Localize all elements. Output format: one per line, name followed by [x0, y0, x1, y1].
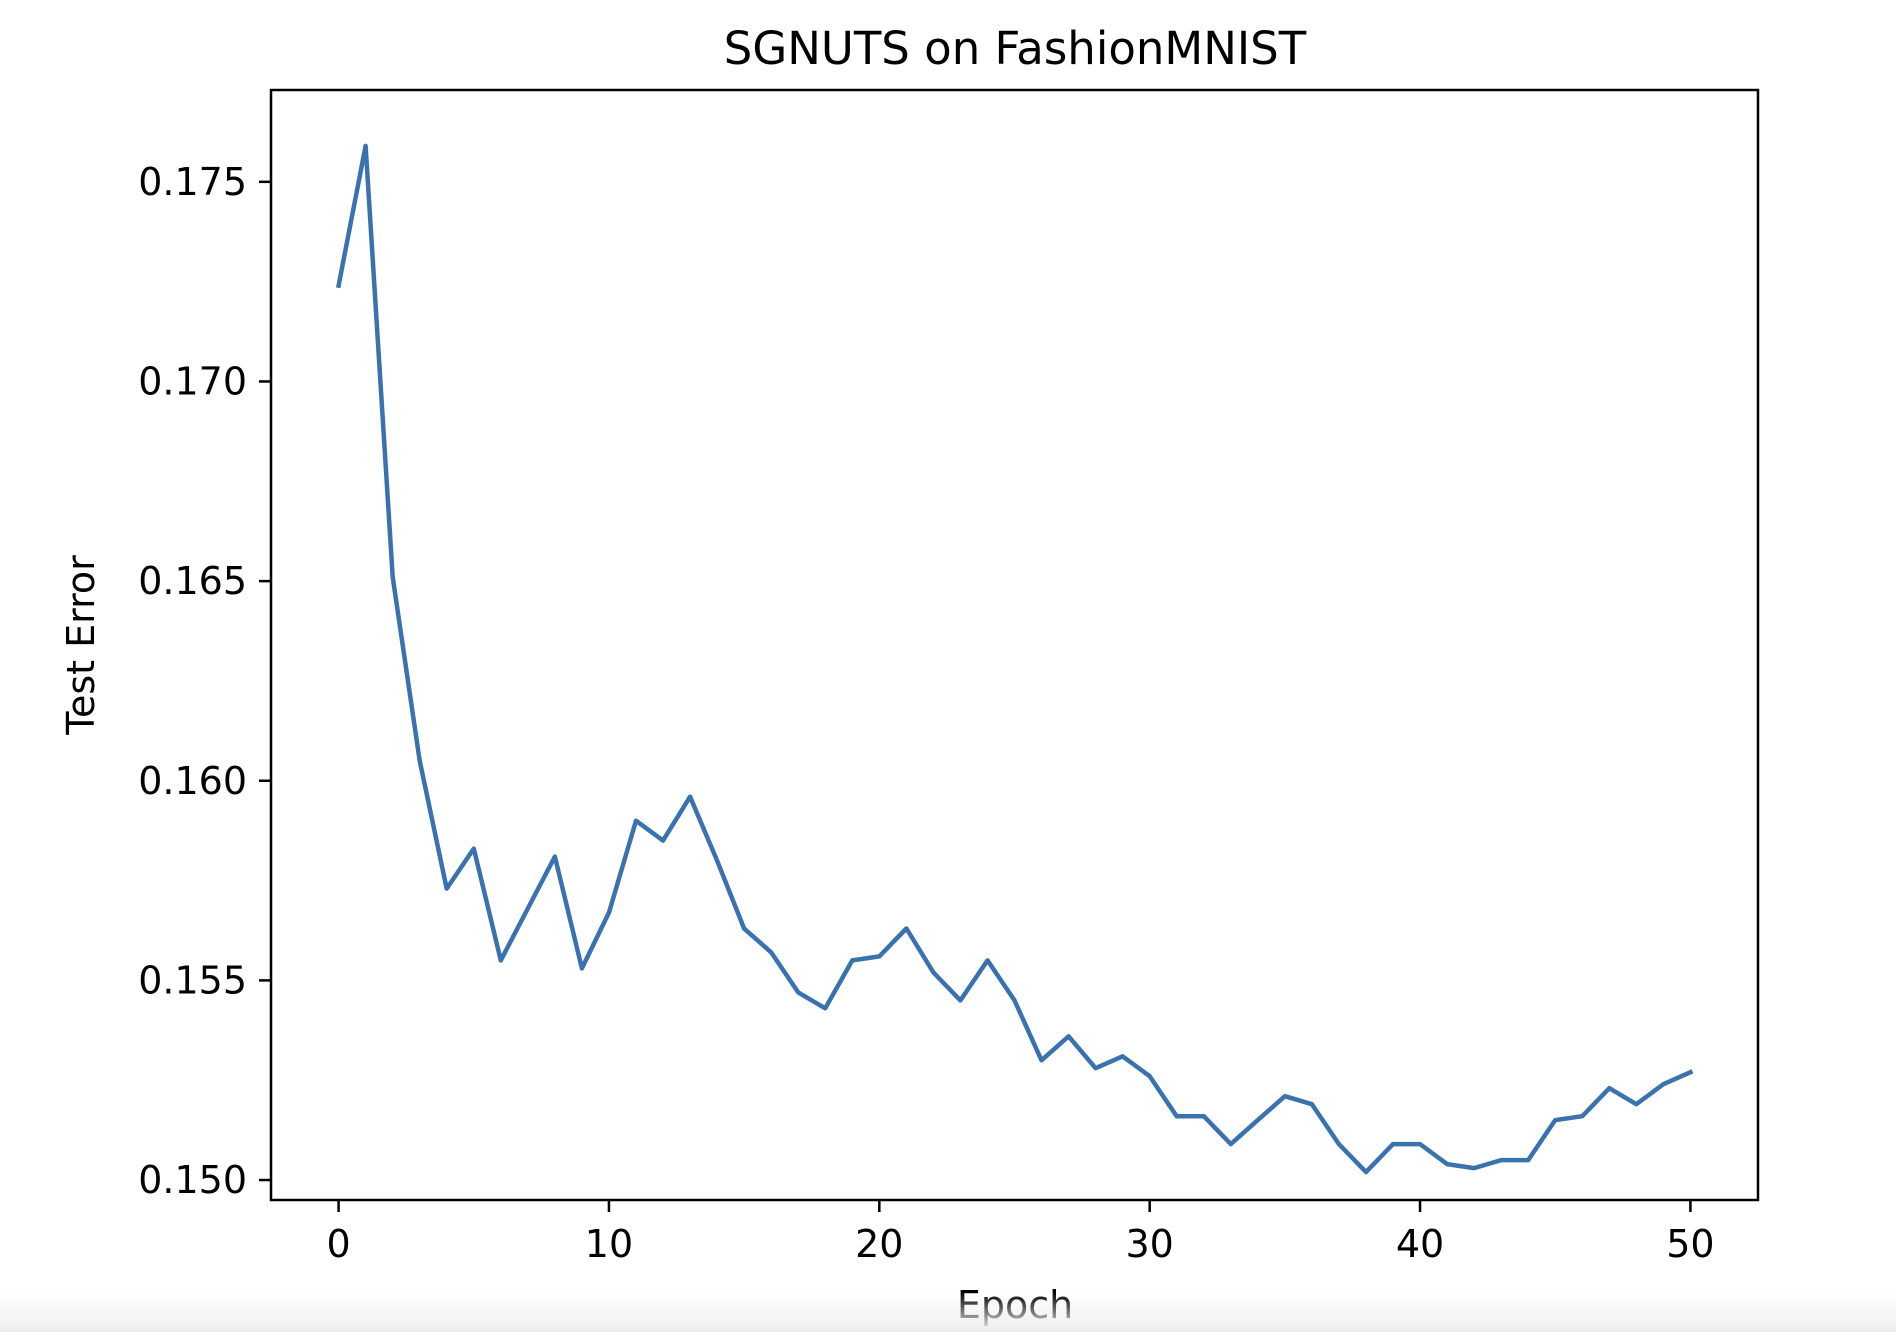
x-tick-label: 30 [1126, 1222, 1174, 1266]
x-tick-label: 40 [1396, 1222, 1444, 1266]
x-tick-label: 0 [326, 1222, 350, 1266]
y-tick-label: 0.155 [138, 958, 247, 1002]
x-tick-label: 50 [1666, 1222, 1714, 1266]
y-tick-label: 0.150 [138, 1158, 247, 1202]
chart-title: SGNUTS on FashionMNIST [724, 22, 1307, 75]
y-tick-label: 0.175 [138, 160, 247, 204]
y-tick-label: 0.160 [138, 759, 247, 803]
x-tick-label: 20 [855, 1222, 903, 1266]
y-tick-label: 0.165 [138, 559, 247, 603]
y-axis-title: Test Error [59, 555, 103, 736]
y-axis-ticks: 0.150 0.155 0.160 0.165 0.170 0.175 [138, 160, 271, 1202]
x-axis-ticks: 0 10 20 30 40 50 [326, 1200, 1715, 1266]
y-tick-label: 0.170 [138, 359, 247, 403]
x-tick-label: 10 [585, 1222, 633, 1266]
series-line-test-error [335, 143, 1694, 1175]
plot-area-frame [269, 88, 1760, 1202]
bottom-shadow [0, 1292, 1896, 1332]
